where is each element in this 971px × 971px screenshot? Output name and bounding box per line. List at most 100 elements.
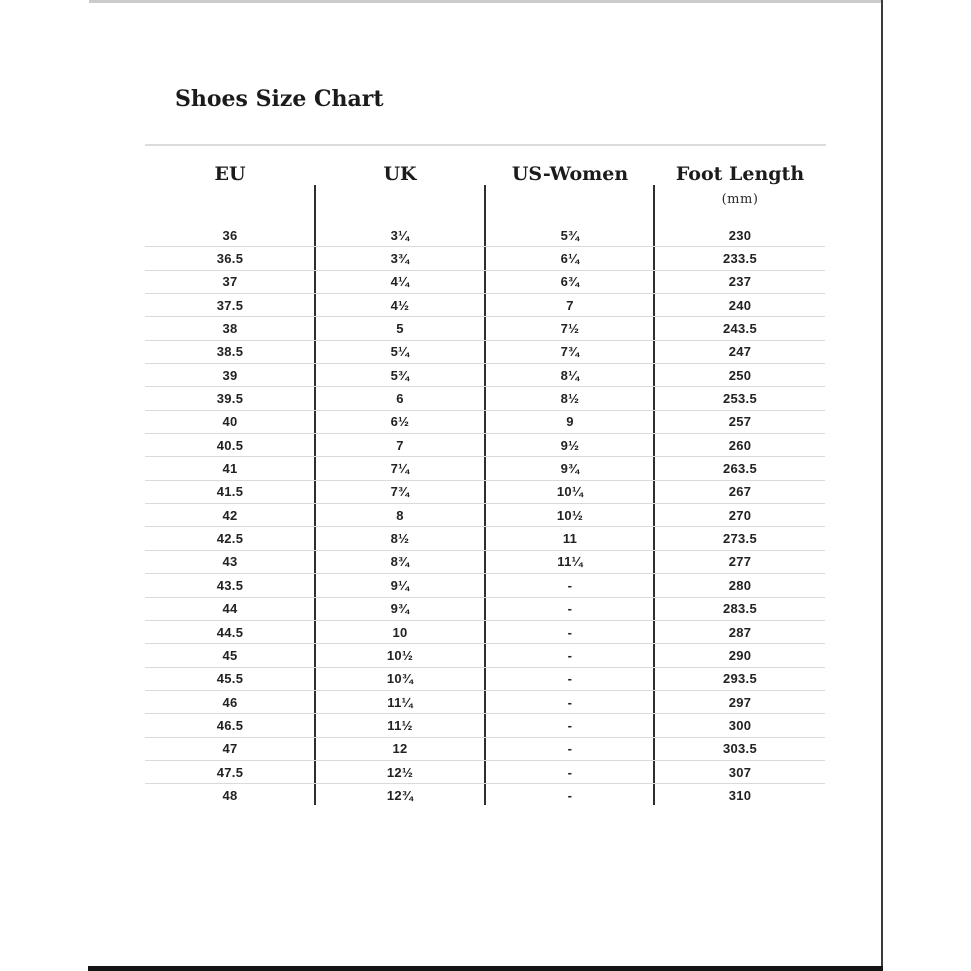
cell-foot-length: 247 [728,344,752,360]
cell-uk: 11¼ [387,694,413,710]
table-row: 41 7¼ 9¾ 263.5 [145,456,825,479]
table-row: 40 6½ 9 257 [145,409,825,433]
cell-uk: 12 [392,741,408,757]
table-row: 42 8 10½ 270 [145,503,825,526]
cell-us-women: 11 [562,531,578,547]
size-table-body: 36 3¼ 5¾ 230 36.5 3¾ 6¼ 233.5 37 4¼ 6¾ 2… [145,224,825,807]
cell-us-women: - [567,741,573,757]
cell-eu: 46 [222,694,238,710]
cell-uk: 7¾ [390,484,410,500]
cell-eu: 38 [222,321,238,337]
cell-foot-length: 233.5 [722,251,758,267]
cell-eu: 42 [222,507,238,523]
cell-us-women: 5¾ [560,227,580,243]
cell-uk: 11½ [387,717,413,733]
cell-us-women: - [567,764,573,780]
table-row: 44 9¾ - 283.5 [145,596,825,620]
cell-eu: 44 [222,601,238,617]
cell-foot-length: 240 [728,297,752,313]
cell-us-women: 7¾ [560,344,580,360]
title-divider [145,144,826,146]
cell-uk: 3¼ [390,227,410,243]
cell-us-women: 6¼ [560,251,580,267]
cell-foot-length: 303.5 [722,741,758,757]
table-row: 36.5 3¾ 6¼ 233.5 [145,246,825,269]
column-header-us-women: US-Women [511,163,629,185]
cell-eu: 46.5 [216,717,244,733]
cell-eu: 43.5 [216,577,244,593]
column-separator-3 [653,185,655,805]
table-row: 42.5 8½ 11 273.5 [145,526,825,549]
cell-foot-length: 277 [728,554,752,570]
cell-uk: 6½ [390,414,410,430]
cell-us-women: - [567,647,573,663]
cell-uk: 8½ [390,531,410,547]
cell-us-women: - [567,601,573,617]
cell-eu: 47.5 [216,764,244,780]
cell-foot-length: 270 [728,507,752,523]
cell-foot-length: 243.5 [722,321,758,337]
cell-us-women: 9¾ [560,461,580,477]
cell-uk: 9¼ [390,577,410,593]
cell-foot-length: 300 [728,717,752,733]
cell-us-women: - [567,694,573,710]
cell-us-women: - [567,577,573,593]
foot-length-unit-label: (mm) [721,192,759,207]
cell-foot-length: 230 [728,227,752,243]
cell-uk: 12¾ [386,787,414,803]
cell-eu: 48 [222,787,238,803]
table-row: 36 3¼ 5¾ 230 [145,224,825,246]
cell-uk: 7 [396,437,404,453]
cell-uk: 5¼ [390,344,410,360]
column-header-eu: EU [214,163,246,185]
cell-eu: 37.5 [216,297,244,313]
table-row: 45 10½ - 290 [145,643,825,666]
table-row: 39.5 6 8½ 253.5 [145,386,825,409]
table-row: 38.5 5¼ 7¾ 247 [145,339,825,363]
cell-eu: 39.5 [216,391,244,407]
table-row: 44.5 10 - 287 [145,619,825,643]
cell-eu: 38.5 [216,344,244,360]
cell-eu: 41.5 [216,484,244,500]
cell-eu: 40 [222,414,238,430]
cell-uk: 5 [396,321,404,337]
cell-us-women: 7 [566,297,574,313]
table-row: 45.5 10¾ - 293.5 [145,666,825,690]
cell-foot-length: 250 [728,367,752,383]
table-row: 40.5 7 9½ 260 [145,433,825,456]
cell-eu: 39 [222,367,238,383]
cell-us-women: 11¼ [557,554,583,570]
table-row: 43.5 9¼ - 280 [145,573,825,596]
column-header-foot-length: Foot Length [675,163,805,185]
table-row: 47 12 - 303.5 [145,736,825,760]
cell-uk: 6 [396,391,404,407]
cell-uk: 7¼ [390,461,410,477]
cell-uk: 8 [396,507,404,523]
cell-uk: 12½ [386,764,414,780]
cell-us-women: 8½ [560,391,580,407]
cell-us-women: 9½ [560,437,580,453]
table-row: 37 4¼ 6¾ 237 [145,269,825,293]
cell-foot-length: 253.5 [722,391,758,407]
cell-eu: 36.5 [216,251,244,267]
photo-edge-top [89,0,882,3]
cell-foot-length: 260 [728,437,752,453]
cell-eu: 36 [222,227,238,243]
cell-foot-length: 237 [728,274,752,290]
cell-foot-length: 263.5 [722,461,758,477]
table-row: 46 11¼ - 297 [145,689,825,713]
cell-us-women: - [567,787,573,803]
column-separator-2 [484,185,486,805]
table-row: 43 8¾ 11¼ 277 [145,549,825,573]
cell-uk: 10 [392,624,408,640]
cell-us-women: 6¾ [560,274,580,290]
cell-uk: 9¾ [390,601,410,617]
cell-eu: 41 [222,461,238,477]
cell-eu: 40.5 [216,437,244,453]
cell-uk: 4½ [390,297,410,313]
cell-foot-length: 267 [728,484,752,500]
cell-uk: 8¾ [390,554,410,570]
table-row: 37.5 4½ 7 240 [145,293,825,316]
cell-eu: 45.5 [216,671,244,687]
table-row: 38 5 7½ 243.5 [145,316,825,339]
